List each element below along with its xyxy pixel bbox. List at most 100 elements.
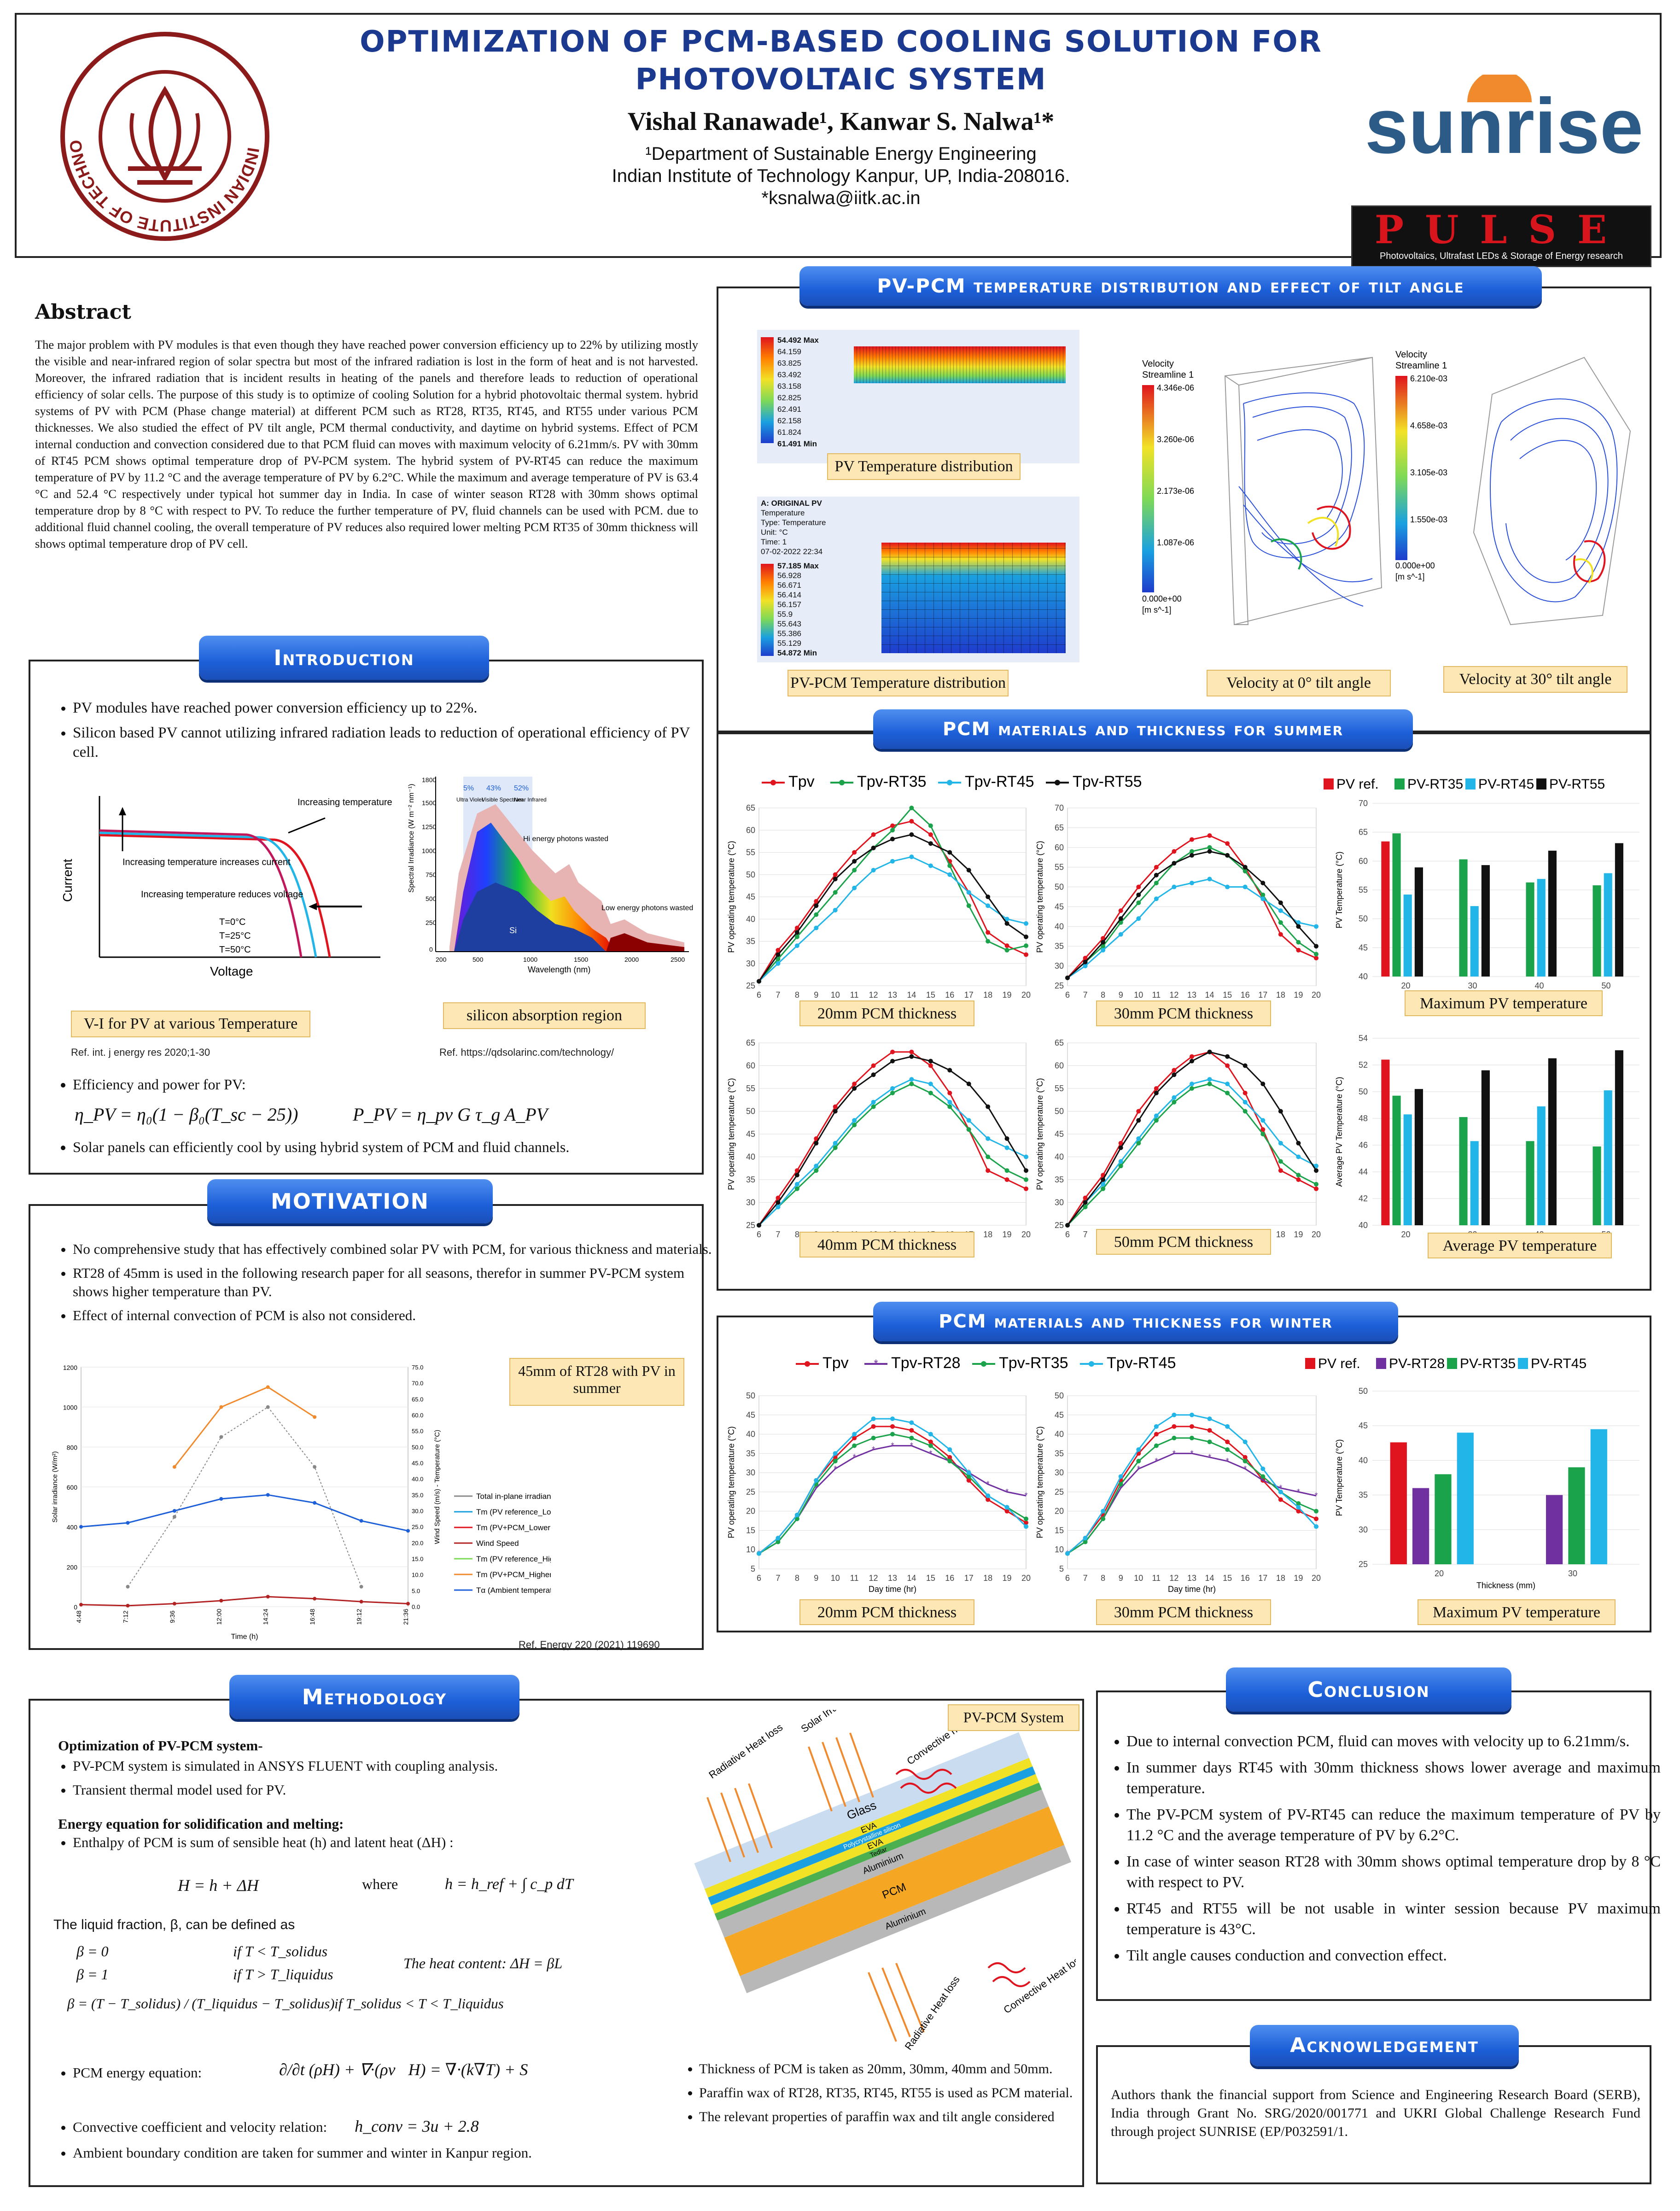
y2-tick-label: 20.0 — [412, 1539, 423, 1546]
data-point — [1101, 1182, 1106, 1187]
x-axis-label: Day time (hr) — [869, 1585, 916, 1594]
y-tick-label: 65 — [1055, 1038, 1064, 1047]
winter-chart-30mm: 5 10 15 20 25 30 35 40 45 50 6 7 8 9 10 11 12 13 14 15 16 17 1… — [1035, 1391, 1321, 1594]
data-point — [1190, 1424, 1194, 1429]
data-point — [966, 1118, 971, 1123]
eq-beta0: β = 0 — [76, 1943, 109, 1959]
y-tick-label: 60 — [1055, 843, 1064, 852]
data-point — [1004, 1136, 1009, 1141]
data-point — [814, 1164, 819, 1169]
data-point — [1118, 1141, 1123, 1146]
data-point — [947, 1447, 952, 1452]
abstract-heading: Abstract — [35, 300, 131, 324]
data-point — [1154, 872, 1159, 877]
data-point — [1190, 880, 1194, 885]
data-point — [1101, 944, 1106, 949]
data-point — [757, 1223, 761, 1228]
pvpcm-head-3: Unit: °C — [761, 528, 788, 537]
x-tick-label: 16 — [945, 990, 954, 1000]
data-point — [928, 863, 933, 868]
x-tick-label: 10 — [831, 990, 840, 1000]
svg-text:3.260e-06: 3.260e-06 — [1157, 435, 1194, 444]
y-tick-label: 45 — [1359, 1421, 1368, 1430]
data-point — [986, 1493, 991, 1498]
legend-label: Tpv-RT55 — [1073, 773, 1142, 790]
x-tick-label: 19 — [1003, 990, 1012, 1000]
y-tick-label: 800 — [67, 1444, 78, 1451]
data-point — [1154, 1113, 1159, 1118]
bar-PV-RT35 — [1459, 1117, 1468, 1225]
y-tick-label: 45 — [1055, 1129, 1064, 1139]
y-tick-label: 1200 — [63, 1364, 77, 1371]
data-point — [1154, 880, 1159, 885]
x-tick-label: 8 — [795, 1573, 799, 1583]
y-tick-label: 45 — [1055, 902, 1064, 911]
y-tick-label: 25 — [1359, 1560, 1368, 1569]
cap-pv-temp: PV Temperature distribution — [827, 453, 1021, 480]
data-point — [947, 1068, 952, 1073]
bar-PV-RT45 — [1537, 879, 1546, 977]
x-tick-label: 9:36 — [169, 1610, 176, 1623]
x-tick-label: 6 — [757, 1230, 761, 1239]
x-tick-label: 16:48 — [309, 1609, 316, 1625]
data-point — [1083, 1205, 1088, 1210]
data-point — [814, 1141, 819, 1146]
y-tick-label: 30 — [1055, 1468, 1064, 1477]
data-point: * — [1119, 1484, 1122, 1493]
x-axis-label: Time (h) — [231, 1633, 258, 1641]
meth-b6: Ambient boundary condition are taken for… — [73, 2143, 718, 2163]
data-point — [1101, 1177, 1106, 1182]
data-point — [1260, 1132, 1266, 1136]
data-point — [1225, 1082, 1230, 1087]
data-point — [266, 1405, 270, 1409]
y-tick-label: 20 — [746, 1507, 755, 1516]
title-line-2: PHOTOVOLTAIC SYSTEM — [635, 63, 1047, 97]
data-point — [1004, 1145, 1009, 1150]
data-point — [1225, 841, 1230, 846]
y-tick-label: 25 — [746, 981, 755, 990]
x-tick-label: 7:12 — [122, 1610, 129, 1623]
y-tick-label: 30 — [1359, 1525, 1368, 1534]
pvpcm-temp-panel — [881, 543, 1066, 653]
authors: Vishal Ranawade¹, Kanwar S. Nalwa¹* — [627, 107, 1055, 136]
legend-label: Tm (PV reference_Higher point) — [476, 1555, 551, 1563]
data-point — [266, 1385, 270, 1389]
bar-PV-RT45 — [1403, 895, 1412, 977]
eq-efficiency: η_PV = η₀(1 − β₀(T_sc − 25)) — [75, 1104, 298, 1125]
data-point — [219, 1497, 223, 1501]
y-tick-label: 42 — [1359, 1194, 1368, 1203]
data-point — [794, 943, 799, 948]
x-tick-label: 6 — [1065, 1230, 1070, 1239]
y-axis-label: PV operating temperature (°C) — [727, 1078, 736, 1190]
pvpcm-legend-2: 56.671 — [777, 581, 801, 590]
y-tick-label: 5 — [1059, 1564, 1064, 1573]
x-tick-label: 18 — [983, 1230, 992, 1239]
y-tick-label: 65 — [746, 1038, 755, 1047]
y-tick-label: 35 — [1359, 1491, 1368, 1500]
data-point — [909, 1435, 914, 1440]
data-point — [1314, 944, 1318, 949]
data-point — [986, 939, 991, 944]
data-point — [947, 1459, 952, 1464]
data-point — [1083, 955, 1088, 960]
data-point — [833, 1141, 838, 1146]
y-tick-label: 35 — [746, 1449, 755, 1458]
eq-sensible: h = h_ref + ∫ c_p dT — [445, 1876, 573, 1893]
x-tick-label: 19 — [1003, 1230, 1012, 1239]
data-point — [359, 1600, 363, 1604]
legend-label: PV-RT28 — [1389, 1356, 1445, 1371]
data-point — [1314, 1186, 1318, 1191]
legend-label: Tm (PV reference_Lower point) — [476, 1508, 551, 1516]
data-point: * — [929, 1449, 932, 1458]
data-point — [986, 1136, 991, 1141]
conclusion-6: Tilt angle causes conduction and convect… — [1126, 1945, 1661, 1966]
y-tick-label: 15 — [746, 1526, 755, 1535]
x-tick-label: 7 — [1083, 1230, 1088, 1239]
x-tick-label: 16 — [1241, 1573, 1250, 1583]
y-tick-label: 60 — [746, 825, 755, 835]
x-tick-label: 10 — [1134, 990, 1143, 1000]
legend-label: PV-RT55 — [1549, 777, 1605, 792]
x-tick-label: 18 — [983, 990, 992, 1000]
winter-chart-max: 25 30 35 40 45 50 20 30 Thickness (mm) PV Tempera… — [1335, 1386, 1639, 1590]
legend-label: Tpv-RT45 — [965, 773, 1034, 790]
